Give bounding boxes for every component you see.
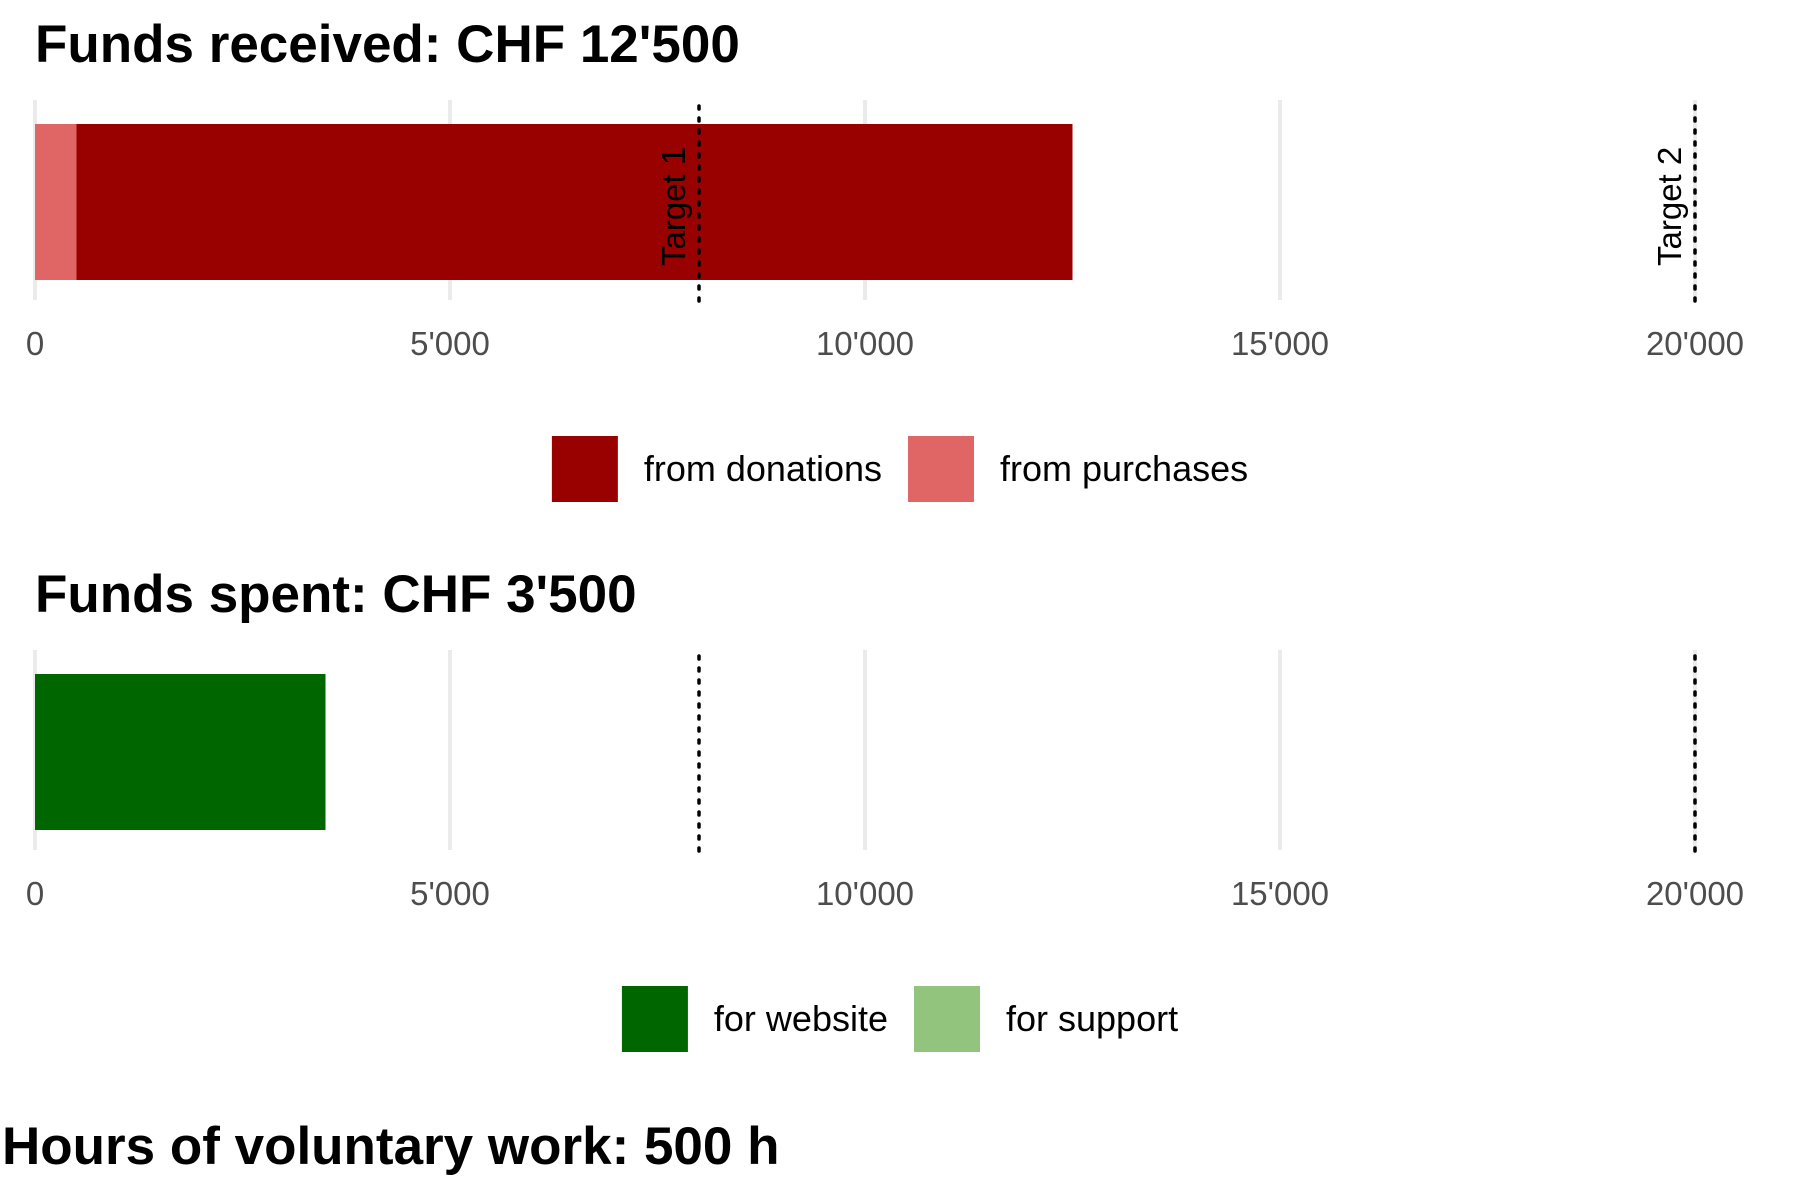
x-tick-label: 20'000	[1646, 875, 1744, 912]
funds-received-title: Funds received: CHF 12'500	[35, 15, 740, 74]
x-tick-label: 15'000	[1231, 875, 1329, 912]
x-tick-label: 10'000	[816, 325, 914, 362]
x-tick-label: 10'000	[816, 875, 914, 912]
x-tick-label: 20'000	[1646, 325, 1744, 362]
legend-key	[551, 436, 618, 502]
legend-label: for support	[1006, 998, 1178, 1039]
funds-spent-chart: 0 5'000 10'000 15'000 20'000 for website for s…	[26, 650, 1744, 1052]
legend-key	[913, 986, 980, 1052]
bar-segment	[35, 674, 326, 830]
target-label: Target 2	[1651, 147, 1688, 266]
bar-segment	[76, 124, 1073, 280]
legend-label: for website	[714, 998, 888, 1039]
voluntary-work-title: Hours of voluntary work: 500 h	[2, 1117, 779, 1176]
x-tick-label: 15'000	[1231, 325, 1329, 362]
funds-received-chart: Target 1 Target 2 0 5'000 10'000 15'000 20'000…	[26, 100, 1744, 502]
x-tick-label: 5'000	[410, 325, 490, 362]
legend-key	[621, 986, 688, 1052]
bar-segment	[35, 124, 77, 280]
x-tick-label: 0	[26, 325, 44, 362]
x-tick-label: 5'000	[410, 875, 490, 912]
legend-key	[908, 436, 975, 502]
x-tick-label: 0	[26, 875, 44, 912]
funds-spent-title: Funds spent: CHF 3'500	[35, 565, 637, 624]
legend-label: from purchases	[1000, 448, 1248, 489]
legend-label: from donations	[644, 448, 882, 489]
target-label: Target 1	[655, 147, 692, 266]
